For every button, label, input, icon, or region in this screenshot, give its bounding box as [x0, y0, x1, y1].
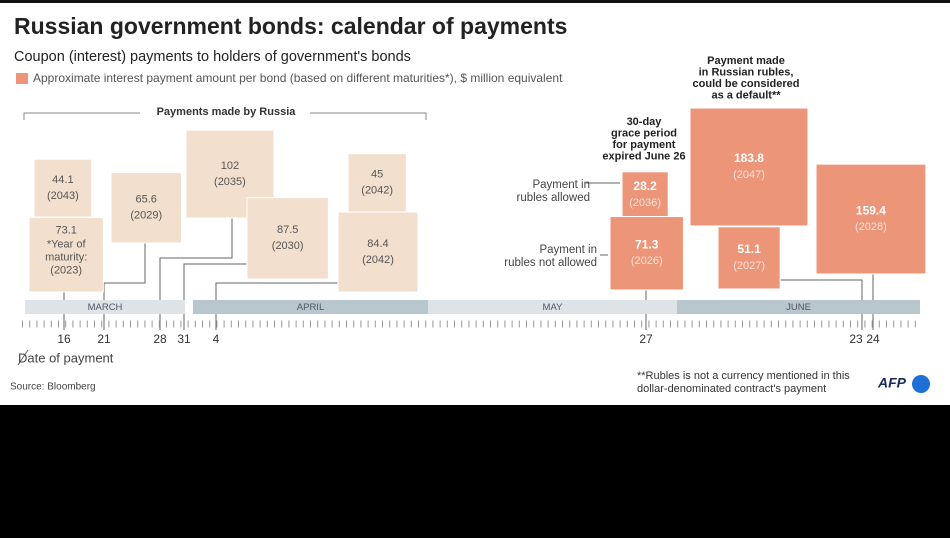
- maturity: (2029): [130, 210, 162, 222]
- value-label: 73.1: [55, 225, 76, 237]
- default-note: as a default**: [711, 89, 781, 101]
- maturity: (2047): [733, 169, 765, 181]
- default-note: could be considered: [693, 78, 800, 90]
- payment-box: [609, 216, 684, 291]
- payment-box: [689, 107, 809, 227]
- value-label: 51.1: [737, 242, 761, 256]
- value-label: 183.8: [734, 151, 764, 165]
- rubles-not-allowed: rubles not allowed: [504, 257, 597, 269]
- legend-text: Approximate interest payment amount per …: [33, 71, 563, 85]
- month-band: [25, 300, 185, 314]
- payment-box: [246, 197, 329, 280]
- subtitle: Coupon (interest) payments to holders of…: [14, 49, 411, 65]
- payment-box: [110, 172, 182, 244]
- connector: [215, 282, 338, 330]
- payment-box: [815, 163, 927, 275]
- maturity: (2027): [733, 260, 765, 272]
- footnote: **Rubles is not a currency mentioned in …: [637, 370, 850, 382]
- rubles-allowed: rubles allowed: [516, 192, 590, 204]
- legend-swatch: [16, 73, 28, 84]
- default-note: in Russian rubles,: [699, 66, 794, 78]
- footnote: dollar-denominated contract's payment: [637, 383, 826, 395]
- maturity: (2042): [362, 254, 394, 266]
- title: Russian government bonds: calendar of pa…: [14, 13, 567, 39]
- day-label: 21: [97, 332, 111, 346]
- rubles-allowed: Payment in: [532, 179, 590, 191]
- maturity: (2023): [50, 265, 82, 277]
- maturity: (2042): [361, 185, 393, 197]
- grace-note: for payment: [613, 139, 676, 151]
- payment-box: [621, 171, 669, 219]
- month-label: JUNE: [786, 302, 811, 313]
- grace-note: expired June 26: [602, 150, 685, 162]
- day-label: 27: [639, 332, 653, 346]
- source: Source: Bloomberg: [10, 382, 96, 393]
- maturity: (2030): [272, 240, 304, 252]
- month-band: [428, 300, 677, 314]
- rubles-not-allowed: Payment in: [539, 244, 597, 256]
- payment-box: [33, 158, 93, 218]
- payment-box: [717, 226, 781, 290]
- note: *Year of: [47, 239, 87, 251]
- value-label: 28.2: [633, 179, 657, 193]
- payment-box: [347, 153, 407, 213]
- day-label: 24: [866, 332, 880, 346]
- date-label: Date of payment: [18, 350, 114, 365]
- month-band: [193, 300, 428, 314]
- maturity: (2043): [47, 190, 79, 202]
- value-label: 84.4: [367, 238, 388, 250]
- month-band: [677, 300, 920, 314]
- day-label: 16: [57, 332, 71, 346]
- value-label: 159.4: [856, 203, 886, 217]
- maturity: (2028): [855, 221, 887, 233]
- logo-dot: [912, 375, 930, 393]
- value-label: 65.6: [136, 194, 157, 206]
- value-label: 87.5: [277, 224, 298, 236]
- day-label: 4: [213, 332, 220, 346]
- month-label: MARCH: [88, 302, 123, 313]
- bracket-label: Payments made by Russia: [157, 106, 297, 118]
- month-label: APRIL: [297, 302, 324, 313]
- default-note: Payment made: [707, 55, 785, 67]
- value-label: 71.3: [635, 237, 659, 251]
- day-label: 28: [153, 332, 167, 346]
- maturity: (2036): [629, 197, 661, 209]
- maturity: (2035): [214, 176, 246, 188]
- bracket-gap: [140, 104, 310, 120]
- day-label: 23: [849, 332, 863, 346]
- payment-box: [28, 217, 104, 293]
- payment-box: [337, 211, 419, 293]
- value-label: 45: [371, 169, 383, 181]
- value-label: 44.1: [52, 174, 73, 186]
- maturity: (2026): [631, 255, 663, 267]
- day-label: 31: [177, 332, 191, 346]
- month-label: MAY: [543, 302, 564, 313]
- grace-note: grace period: [611, 127, 677, 139]
- connector: [159, 218, 233, 330]
- connector: [17, 349, 29, 366]
- top-rule: [0, 0, 950, 3]
- value-label: 102: [221, 160, 239, 172]
- grace-note: 30-day: [627, 116, 663, 128]
- logo: AFP: [877, 375, 907, 391]
- note: maturity:: [45, 252, 87, 264]
